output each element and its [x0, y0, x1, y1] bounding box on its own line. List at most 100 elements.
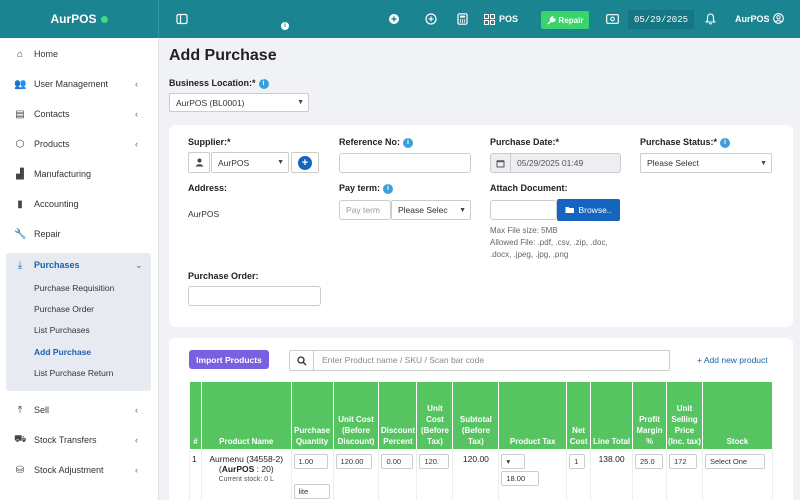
purchase-order-label: Purchase Order: — [188, 271, 259, 281]
sidebar-item-user-management[interactable]: 👥 User Management ‹ — [14, 78, 138, 90]
sidebar-item-accounting[interactable]: ▮ Accounting — [0, 192, 159, 216]
net-cost-input[interactable]: 1 — [569, 454, 586, 469]
allowed-files-note-1: Allowed File: .pdf, .csv, .zip, .doc, — [490, 238, 608, 247]
purchase-date-label: Purchase Date:* — [490, 137, 560, 147]
calendar-icon — [491, 154, 511, 172]
qty-cell: 1.00 lite — [290, 449, 334, 500]
unit-cost-before-tax-cell: 120. — [416, 449, 454, 500]
current-date: 05/29/2025 — [628, 10, 694, 29]
grid-icon — [484, 13, 495, 25]
info-dot-icon: i — [281, 22, 289, 30]
col-header: Line Total — [590, 381, 634, 450]
sidebar-item-products[interactable]: ⬡ Products ‹ — [15, 138, 138, 150]
col-header: Discount Percent — [378, 381, 418, 450]
sidebar-item-home[interactable]: ⌂ Home — [0, 42, 159, 66]
pay-term-input[interactable]: Pay term — [339, 200, 391, 220]
sidebar-item-purchases[interactable]: ⤓ Purchases ⌄ — [0, 253, 159, 277]
browse-button[interactable]: Browse.. — [557, 199, 620, 221]
quantity-input[interactable]: 1.00 — [293, 454, 328, 469]
search-icon[interactable] — [290, 351, 314, 370]
unit-select[interactable]: lite — [293, 484, 330, 499]
sidebar-item-sell[interactable]: ⤒ Sell ‹ — [0, 398, 159, 422]
sidebar-toggle-icon[interactable] — [175, 12, 189, 26]
unit-cost-input[interactable]: 120.00 — [335, 454, 372, 469]
user-name: AurPOS — [735, 13, 770, 24]
info-icon[interactable]: i — [720, 137, 731, 148]
purchase-order-input[interactable] — [188, 286, 321, 306]
col-header: Unit Cost (Before Tax) — [416, 381, 454, 450]
user-menu[interactable]: AurPOS — [735, 13, 784, 24]
add-new-product-link[interactable]: + Add new product — [697, 355, 768, 365]
book-icon: ▮ — [17, 198, 23, 210]
sidebar-sub-list-purchase-return[interactable]: List Purchase Return — [34, 368, 114, 378]
sidebar-sub-purchase-order[interactable]: Purchase Order — [34, 304, 94, 314]
discount-input[interactable]: 0.00 — [381, 454, 414, 469]
purchase-status-label: Purchase Status:* i — [640, 137, 731, 148]
business-location-select[interactable]: AurPOS (BL0001) ▼ — [169, 93, 309, 112]
sidebar-sub-purchase-requisition[interactable]: Purchase Requisition — [34, 283, 115, 293]
col-header: # — [189, 381, 202, 450]
info-icon[interactable]: i — [403, 137, 414, 148]
download-icon: ⤓ — [17, 259, 23, 271]
address-value: AurPOS — [188, 209, 220, 219]
col-header: Product Name — [200, 381, 292, 450]
user-avatar-icon — [772, 13, 784, 24]
brand-logo[interactable]: AurPOS — [0, 0, 159, 38]
supplier-user-icon — [188, 152, 210, 173]
col-header: Unit Selling Price (Inc. tax) — [666, 381, 703, 450]
attach-document-input[interactable] — [490, 200, 557, 220]
pos-link[interactable]: POS — [484, 11, 518, 27]
profit-margin-cell: 25.0 — [632, 449, 667, 500]
sidebar-sub-add-purchase[interactable]: Add Purchase — [34, 347, 92, 357]
purchase-status-select[interactable]: Please Select ▼ — [640, 153, 772, 173]
sidebar-item-stock-adjustment[interactable]: ⛁ Stock Adjustment ‹ — [15, 464, 138, 476]
stock-cell: Select One — [701, 449, 774, 500]
add-outline-icon[interactable] — [424, 12, 438, 26]
caret-down-icon: ▼ — [277, 159, 284, 166]
cash-icon[interactable] — [605, 12, 619, 26]
tax-select[interactable]: ▾ — [501, 454, 526, 469]
stock-select[interactable]: Select One — [704, 454, 765, 469]
top-bar: AurPOS i POS Repair 05/29/2025 AurPOS — [0, 0, 800, 38]
repair-button[interactable]: Repair — [541, 11, 589, 29]
repair-label: Repair — [558, 15, 584, 25]
max-file-size-note: Max File size: 5MB — [490, 226, 558, 235]
product-search-input[interactable]: Enter Product name / SKU / Scan bar code — [322, 355, 485, 365]
selling-price-input[interactable]: 172 — [669, 454, 697, 469]
profit-margin-input[interactable]: 25.0 — [635, 454, 664, 469]
info-icon[interactable]: i — [258, 78, 269, 89]
unit-cost-cell: 120.00 — [332, 449, 380, 500]
reference-no-input[interactable] — [339, 153, 471, 173]
net-cost-cell: 1 — [566, 449, 592, 500]
add-circle-icon[interactable] — [387, 12, 401, 26]
sidebar-item-repair[interactable]: 🔧 Repair — [14, 228, 61, 240]
pos-label: POS — [499, 14, 519, 24]
chevron-down-icon: ⌄ — [135, 259, 143, 270]
chevron-left-icon: ‹ — [135, 109, 138, 119]
import-products-button[interactable]: Import Products — [189, 350, 269, 369]
unit-cost-before-tax-input[interactable]: 120. — [419, 454, 450, 469]
purchase-date-input[interactable]: 05/29/2025 01:49 — [490, 153, 621, 173]
tax-amount-input[interactable]: 18.00 — [501, 471, 540, 486]
bell-icon[interactable] — [703, 12, 717, 26]
attach-document-label: Attach Document: — [490, 183, 568, 193]
pay-term-label: Pay term: i — [339, 183, 394, 194]
wrench-icon — [546, 15, 556, 25]
sidebar-item-stock-transfers[interactable]: ⛟ Stock Transfers ‹ — [14, 433, 138, 446]
caret-down-icon: ▼ — [297, 99, 304, 106]
supplier-select[interactable]: AurPOS ▼ — [211, 152, 289, 173]
sidebar: ⌂ Home 👥 User Management ‹ ▤ Contacts ‹ … — [0, 38, 159, 500]
chevron-left-icon: ‹ — [135, 465, 138, 475]
pay-term-select[interactable]: Please Selec ▼ — [391, 200, 471, 220]
chevron-left-icon: ‹ — [135, 435, 138, 445]
add-supplier-button[interactable]: + — [298, 155, 312, 170]
sidebar-item-contacts[interactable]: ▤ Contacts ‹ — [15, 108, 138, 120]
info-icon[interactable]: i — [383, 183, 394, 194]
sidebar-sub-list-purchases[interactable]: List Purchases — [34, 325, 90, 335]
calculator-icon[interactable] — [455, 12, 469, 26]
col-header: Stock — [701, 381, 774, 450]
wrench-icon: 🔧 — [14, 228, 27, 240]
sidebar-item-manufacturing[interactable]: ▟ Manufacturing — [0, 162, 159, 186]
col-header: Product Tax — [498, 381, 568, 450]
database-icon: ⛁ — [15, 464, 25, 476]
